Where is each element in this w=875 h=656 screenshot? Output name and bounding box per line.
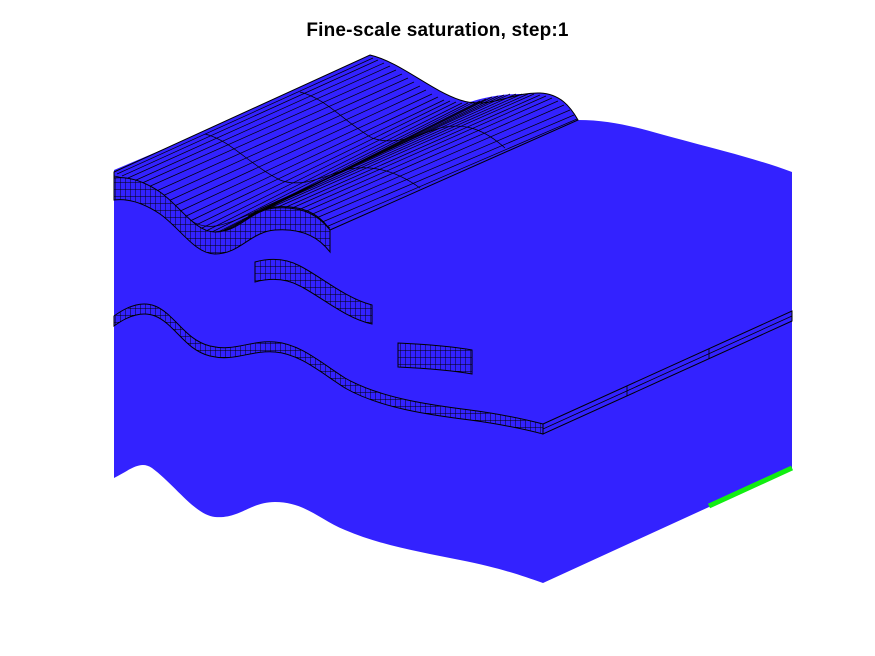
bottom-slab-edge (542, 310, 793, 435)
top-surface-gridlines (113, 57, 578, 233)
middle-layer-strip-2 (397, 342, 473, 375)
plot-title: Fine-scale saturation, step:1 (306, 20, 569, 41)
injector-edge-highlight (707, 465, 794, 509)
top-slab-front-face (113, 177, 331, 255)
middle-layer-strip-1 (254, 258, 373, 325)
